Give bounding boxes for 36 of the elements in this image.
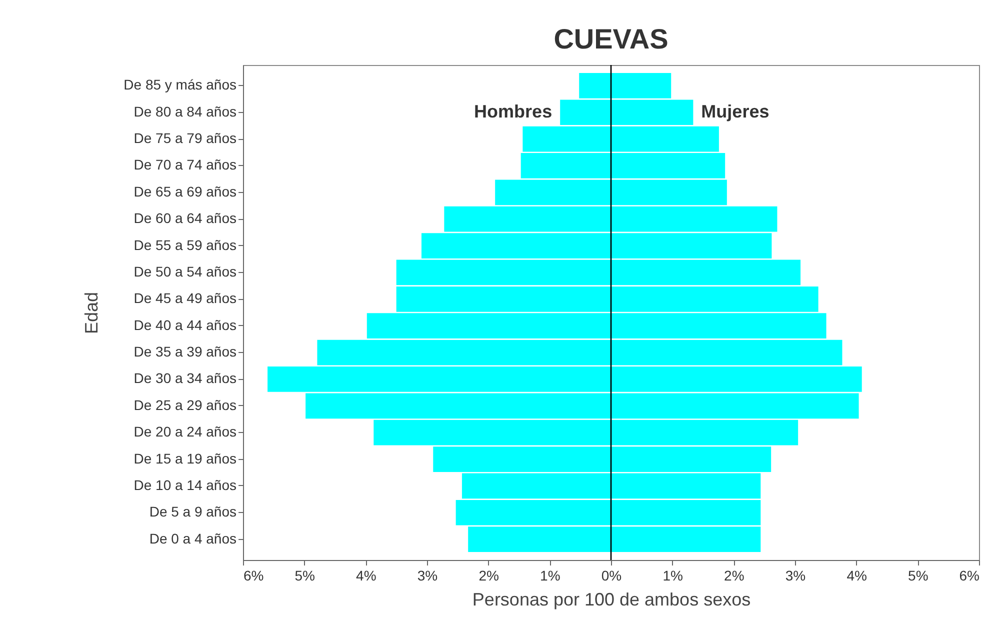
y-tick-label: De 80 a 84 años: [134, 103, 236, 120]
series-label: Hombres: [474, 101, 552, 122]
x-tick-label: 1%: [540, 568, 560, 584]
y-tick-label: De 5 a 9 años: [149, 504, 236, 520]
y-tick-label: De 75 a 79 años: [134, 130, 236, 146]
x-tick-label: 5%: [294, 568, 315, 584]
x-tick-label: 5%: [908, 568, 928, 584]
y-tick-label: De 30 a 34 años: [134, 370, 236, 386]
x-tick-label: 3%: [785, 568, 806, 584]
x-tick-label: 6%: [959, 568, 980, 584]
x-tick-label: 2%: [724, 568, 744, 584]
y-tick-label: De 70 a 74 años: [134, 156, 236, 173]
y-tick-label: De 55 a 59 años: [134, 236, 236, 253]
x-tick-label: 4%: [846, 568, 867, 584]
x-tick-label: 2%: [478, 568, 499, 584]
y-axis-title: Edad: [82, 292, 102, 334]
x-tick-label: 0%: [601, 568, 622, 584]
chart-title: CUEVAS: [554, 23, 668, 54]
y-tick-label: De 65 a 69 años: [134, 183, 236, 200]
x-tick-label: 3%: [417, 568, 438, 584]
x-tick-label: 1%: [662, 568, 683, 584]
y-tick-label: De 25 a 29 años: [134, 396, 236, 413]
y-tick-label: De 10 a 14 años: [134, 476, 236, 493]
series-label: Mujeres: [701, 101, 770, 122]
y-tick-label: De 20 a 24 años: [134, 424, 236, 440]
y-tick-label: De 40 a 44 años: [134, 316, 236, 333]
y-tick-label: De 35 a 39 años: [134, 344, 236, 360]
y-tick-label: De 15 a 19 años: [134, 450, 236, 466]
x-tick-label: 6%: [244, 568, 264, 584]
y-tick-label: De 60 a 64 años: [134, 210, 236, 226]
y-tick-label: De 45 a 49 años: [134, 290, 236, 306]
y-tick-label: De 50 a 54 años: [134, 263, 236, 280]
y-tick-label: De 0 a 4 años: [149, 530, 236, 546]
x-tick-label: 4%: [356, 568, 376, 584]
y-tick-label: De 85 y más años: [124, 76, 236, 93]
x-axis-title: Personas por 100 de ambos sexos: [472, 590, 751, 610]
